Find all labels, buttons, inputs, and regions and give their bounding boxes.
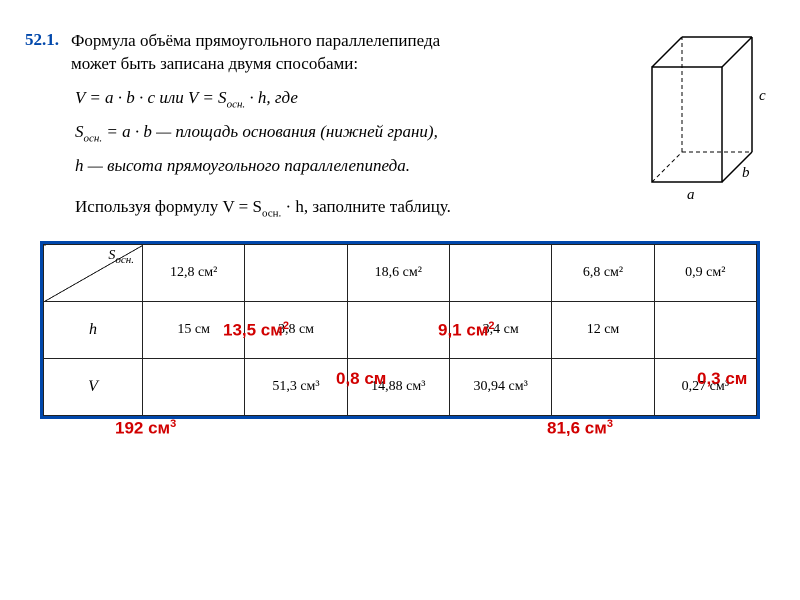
cell-s-5: 0,9 см² bbox=[654, 245, 756, 302]
formula1-after: · h, где bbox=[245, 88, 298, 107]
answer-3-text: 0,8 см bbox=[336, 369, 386, 388]
cell-s-3 bbox=[449, 245, 551, 302]
parallelepiped-diagram: a b c bbox=[632, 22, 772, 212]
header-s-label: Sосн. bbox=[108, 248, 134, 266]
formula1-sub: осн. bbox=[227, 98, 246, 110]
answer-5: 192 см3 bbox=[115, 418, 176, 438]
answer-1-text: 13,5 см bbox=[223, 321, 283, 340]
answer-2-text: 9,1 см bbox=[438, 321, 488, 340]
formula1-text: V = a · b · c или V = S bbox=[75, 88, 227, 107]
data-table: Sосн. 12,8 см² 18,6 см² 6,8 см² 0,9 см² … bbox=[43, 244, 757, 416]
cell-h-2 bbox=[347, 302, 449, 359]
formula2-after: = a · b — площадь основания (нижней гран… bbox=[102, 122, 438, 141]
answer-1-sup: 2 bbox=[283, 320, 289, 332]
answer-5-sup: 3 bbox=[170, 418, 176, 430]
table-row-s: Sосн. 12,8 см² 18,6 см² 6,8 см² 0,9 см² bbox=[44, 245, 757, 302]
label-b: b bbox=[742, 165, 750, 181]
header-s-sub: осн. bbox=[115, 254, 134, 266]
hidden-edge-1 bbox=[652, 152, 682, 182]
intro-line2: может быть записана двумя способами: bbox=[71, 54, 358, 73]
instruction-prefix: Используя формулу V = S bbox=[75, 197, 262, 216]
cell-v-1: 51,3 см³ bbox=[245, 359, 347, 416]
row-label-v: V bbox=[44, 359, 143, 416]
answer-6: 81,6 см3 bbox=[547, 418, 613, 438]
answer-2: 9,1 см2 bbox=[438, 320, 495, 340]
cell-h-4: 12 см bbox=[552, 302, 654, 359]
table-row-h: h 15 см 3,8 см 3,4 см 12 см bbox=[44, 302, 757, 359]
label-c: c bbox=[759, 88, 766, 104]
formula3-text: h — высота прямоугольного параллелепипед… bbox=[75, 156, 410, 175]
label-a: a bbox=[687, 187, 695, 203]
answer-4-text: 0,3 см bbox=[697, 369, 747, 388]
answer-5-text: 192 см bbox=[115, 419, 170, 438]
cell-v-0 bbox=[143, 359, 245, 416]
cell-v-3: 30,94 см³ bbox=[449, 359, 551, 416]
cell-s-2: 18,6 см² bbox=[347, 245, 449, 302]
cell-s-1 bbox=[245, 245, 347, 302]
intro-line1: Формула объёма прямоугольного параллелеп… bbox=[71, 31, 440, 50]
problem-number: 52.1. bbox=[25, 30, 59, 50]
edge-top-left bbox=[652, 37, 682, 67]
instruction-sub: осн. bbox=[262, 207, 281, 219]
formula2-prefix: S bbox=[75, 122, 84, 141]
row-label-h: h bbox=[44, 302, 143, 359]
page-container: 52.1. Формула объёма прямоугольного пара… bbox=[0, 0, 800, 449]
answer-1: 13,5 см2 bbox=[223, 320, 289, 340]
answer-4: 0,3 см bbox=[697, 370, 747, 389]
cell-v-4 bbox=[552, 359, 654, 416]
answer-3: 0,8 см bbox=[336, 370, 386, 389]
answer-6-text: 81,6 см bbox=[547, 419, 607, 438]
data-table-wrapper: Sосн. 12,8 см² 18,6 см² 6,8 см² 0,9 см² … bbox=[40, 241, 760, 419]
answer-6-sup: 3 bbox=[607, 418, 613, 430]
header-cell-diag: Sосн. bbox=[44, 245, 143, 302]
cell-s-4: 6,8 см² bbox=[552, 245, 654, 302]
table-row-v: V 51,3 см³ 14,88 см³ 30,94 см³ 0,27 см³ bbox=[44, 359, 757, 416]
cell-s-0: 12,8 см² bbox=[143, 245, 245, 302]
front-face bbox=[652, 67, 722, 182]
instruction-after: · h, заполните таблицу. bbox=[281, 197, 451, 216]
cell-h-5 bbox=[654, 302, 756, 359]
answer-2-sup: 2 bbox=[488, 320, 494, 332]
edge-top-right bbox=[722, 37, 752, 67]
formula2-sub: осн. bbox=[84, 132, 103, 144]
